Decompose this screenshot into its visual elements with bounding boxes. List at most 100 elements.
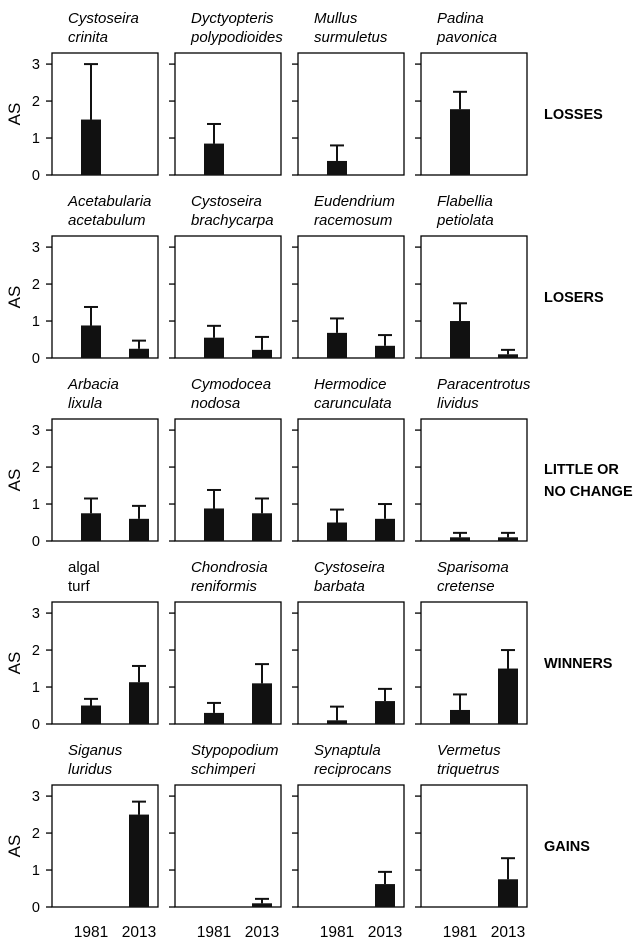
bar: [375, 518, 395, 541]
species-name: Vermetus: [437, 742, 501, 759]
panel-frame: [420, 418, 528, 542]
species-name: barbata: [314, 578, 365, 595]
species-name: Cystoseira: [314, 559, 385, 576]
bar: [204, 508, 224, 541]
y-tick-label: 2: [32, 643, 40, 659]
species-name: acetabulum: [68, 212, 146, 229]
species-name: Mullus: [314, 10, 358, 27]
species-name: Padina: [437, 10, 484, 27]
panel-frame: [297, 601, 405, 725]
species-name: surmuletus: [314, 29, 388, 46]
panel: Paracentrotus lividus: [415, 376, 531, 542]
panel-frame: [297, 52, 405, 176]
bar: [81, 119, 101, 175]
panel: Mullus surmuletus: [292, 10, 405, 176]
species-name: luridus: [68, 761, 113, 778]
species-name: reniformis: [191, 578, 257, 595]
species-name: lividus: [437, 395, 479, 412]
panel-frame: [51, 235, 159, 359]
panel-frame: [297, 784, 405, 908]
panel: Cystoseira barbata: [292, 559, 405, 725]
group-label: LOSERS: [544, 290, 604, 306]
bar: [375, 884, 395, 907]
panel-frame: [51, 784, 159, 908]
panel: Siganus luridus 0 1 2 3: [32, 742, 159, 916]
species-name: brachycarpa: [191, 212, 274, 229]
species-name: pavonica: [436, 29, 497, 46]
group-label: LITTLE OR: [544, 462, 619, 478]
x-category-label: 2013: [245, 924, 279, 941]
panel: Eudendrium racemosum: [292, 193, 405, 359]
group-label: LOSSES: [544, 107, 603, 123]
panel: Padina pavonica: [415, 10, 528, 176]
species-name: Synaptula: [314, 742, 381, 759]
panel-frame: [420, 601, 528, 725]
bar: [81, 513, 101, 541]
species-name: schimperi: [191, 761, 256, 778]
bar: [327, 160, 347, 175]
group-label: NO CHANGE: [544, 484, 633, 500]
species-name: Stypopodium: [191, 742, 279, 759]
y-tick-label: 3: [32, 606, 40, 622]
species-name: Paracentrotus: [437, 376, 531, 393]
species-name: Dyctyopteris: [191, 10, 274, 27]
y-tick-label: 2: [32, 277, 40, 293]
species-name: triquetrus: [437, 761, 500, 778]
panel: algal turf 0 1 2 3: [32, 559, 159, 733]
panel-frame: [174, 235, 282, 359]
y-tick-label: 3: [32, 423, 40, 439]
species-name: Sparisoma: [437, 559, 509, 576]
bar: [450, 537, 470, 541]
y-tick-label: 0: [32, 717, 40, 733]
species-name: carunculata: [314, 395, 392, 412]
x-category-label: 1981: [443, 924, 477, 941]
species-name: nodosa: [191, 395, 240, 412]
species-name: Arbacia: [67, 376, 119, 393]
bar: [327, 522, 347, 541]
bar: [81, 705, 101, 724]
panel: Synaptula reciprocans: [292, 742, 405, 908]
species-name: petiolata: [436, 212, 494, 229]
bar: [252, 513, 272, 541]
bar: [204, 337, 224, 358]
y-tick-label: 2: [32, 460, 40, 476]
species-name: Eudendrium: [314, 193, 395, 210]
panel: Stypopodium schimperi: [169, 742, 282, 908]
species-name: Hermodice: [314, 376, 387, 393]
bar: [498, 354, 518, 358]
panel-frame: [51, 52, 159, 176]
bar: [375, 701, 395, 724]
bar: [252, 903, 272, 907]
bar: [81, 325, 101, 358]
y-tick-label: 3: [32, 240, 40, 256]
species-name: Cystoseira: [68, 10, 139, 27]
y-tick-label: 1: [32, 863, 40, 879]
bar: [327, 720, 347, 724]
bar: [450, 321, 470, 358]
bar: [375, 345, 395, 358]
y-tick-label: 3: [32, 789, 40, 805]
y-tick-label: 2: [32, 826, 40, 842]
species-name: Chondrosia: [191, 559, 268, 576]
panel-frame: [174, 784, 282, 908]
panel-frame: [420, 235, 528, 359]
species-name: lixula: [68, 395, 102, 412]
species-name: racemosum: [314, 212, 392, 229]
panel: Acetabularia acetabulum 0 1 2 3: [32, 193, 159, 367]
bar: [498, 879, 518, 907]
panel-frame: [174, 418, 282, 542]
species-name: cretense: [437, 578, 495, 595]
bar: [252, 349, 272, 358]
bar: [498, 537, 518, 541]
group-label: GAINS: [544, 839, 590, 855]
species-name: Flabellia: [437, 193, 493, 210]
species-name: Acetabularia: [67, 193, 151, 210]
x-category-label: 1981: [74, 924, 108, 941]
panel: Vermetus triquetrus: [415, 742, 528, 908]
panel-frame: [297, 235, 405, 359]
bar: [252, 683, 272, 724]
y-tick-label: 2: [32, 94, 40, 110]
species-name: turf: [68, 578, 91, 595]
panel: Arbacia lixula 0 1 2 3: [32, 376, 159, 550]
